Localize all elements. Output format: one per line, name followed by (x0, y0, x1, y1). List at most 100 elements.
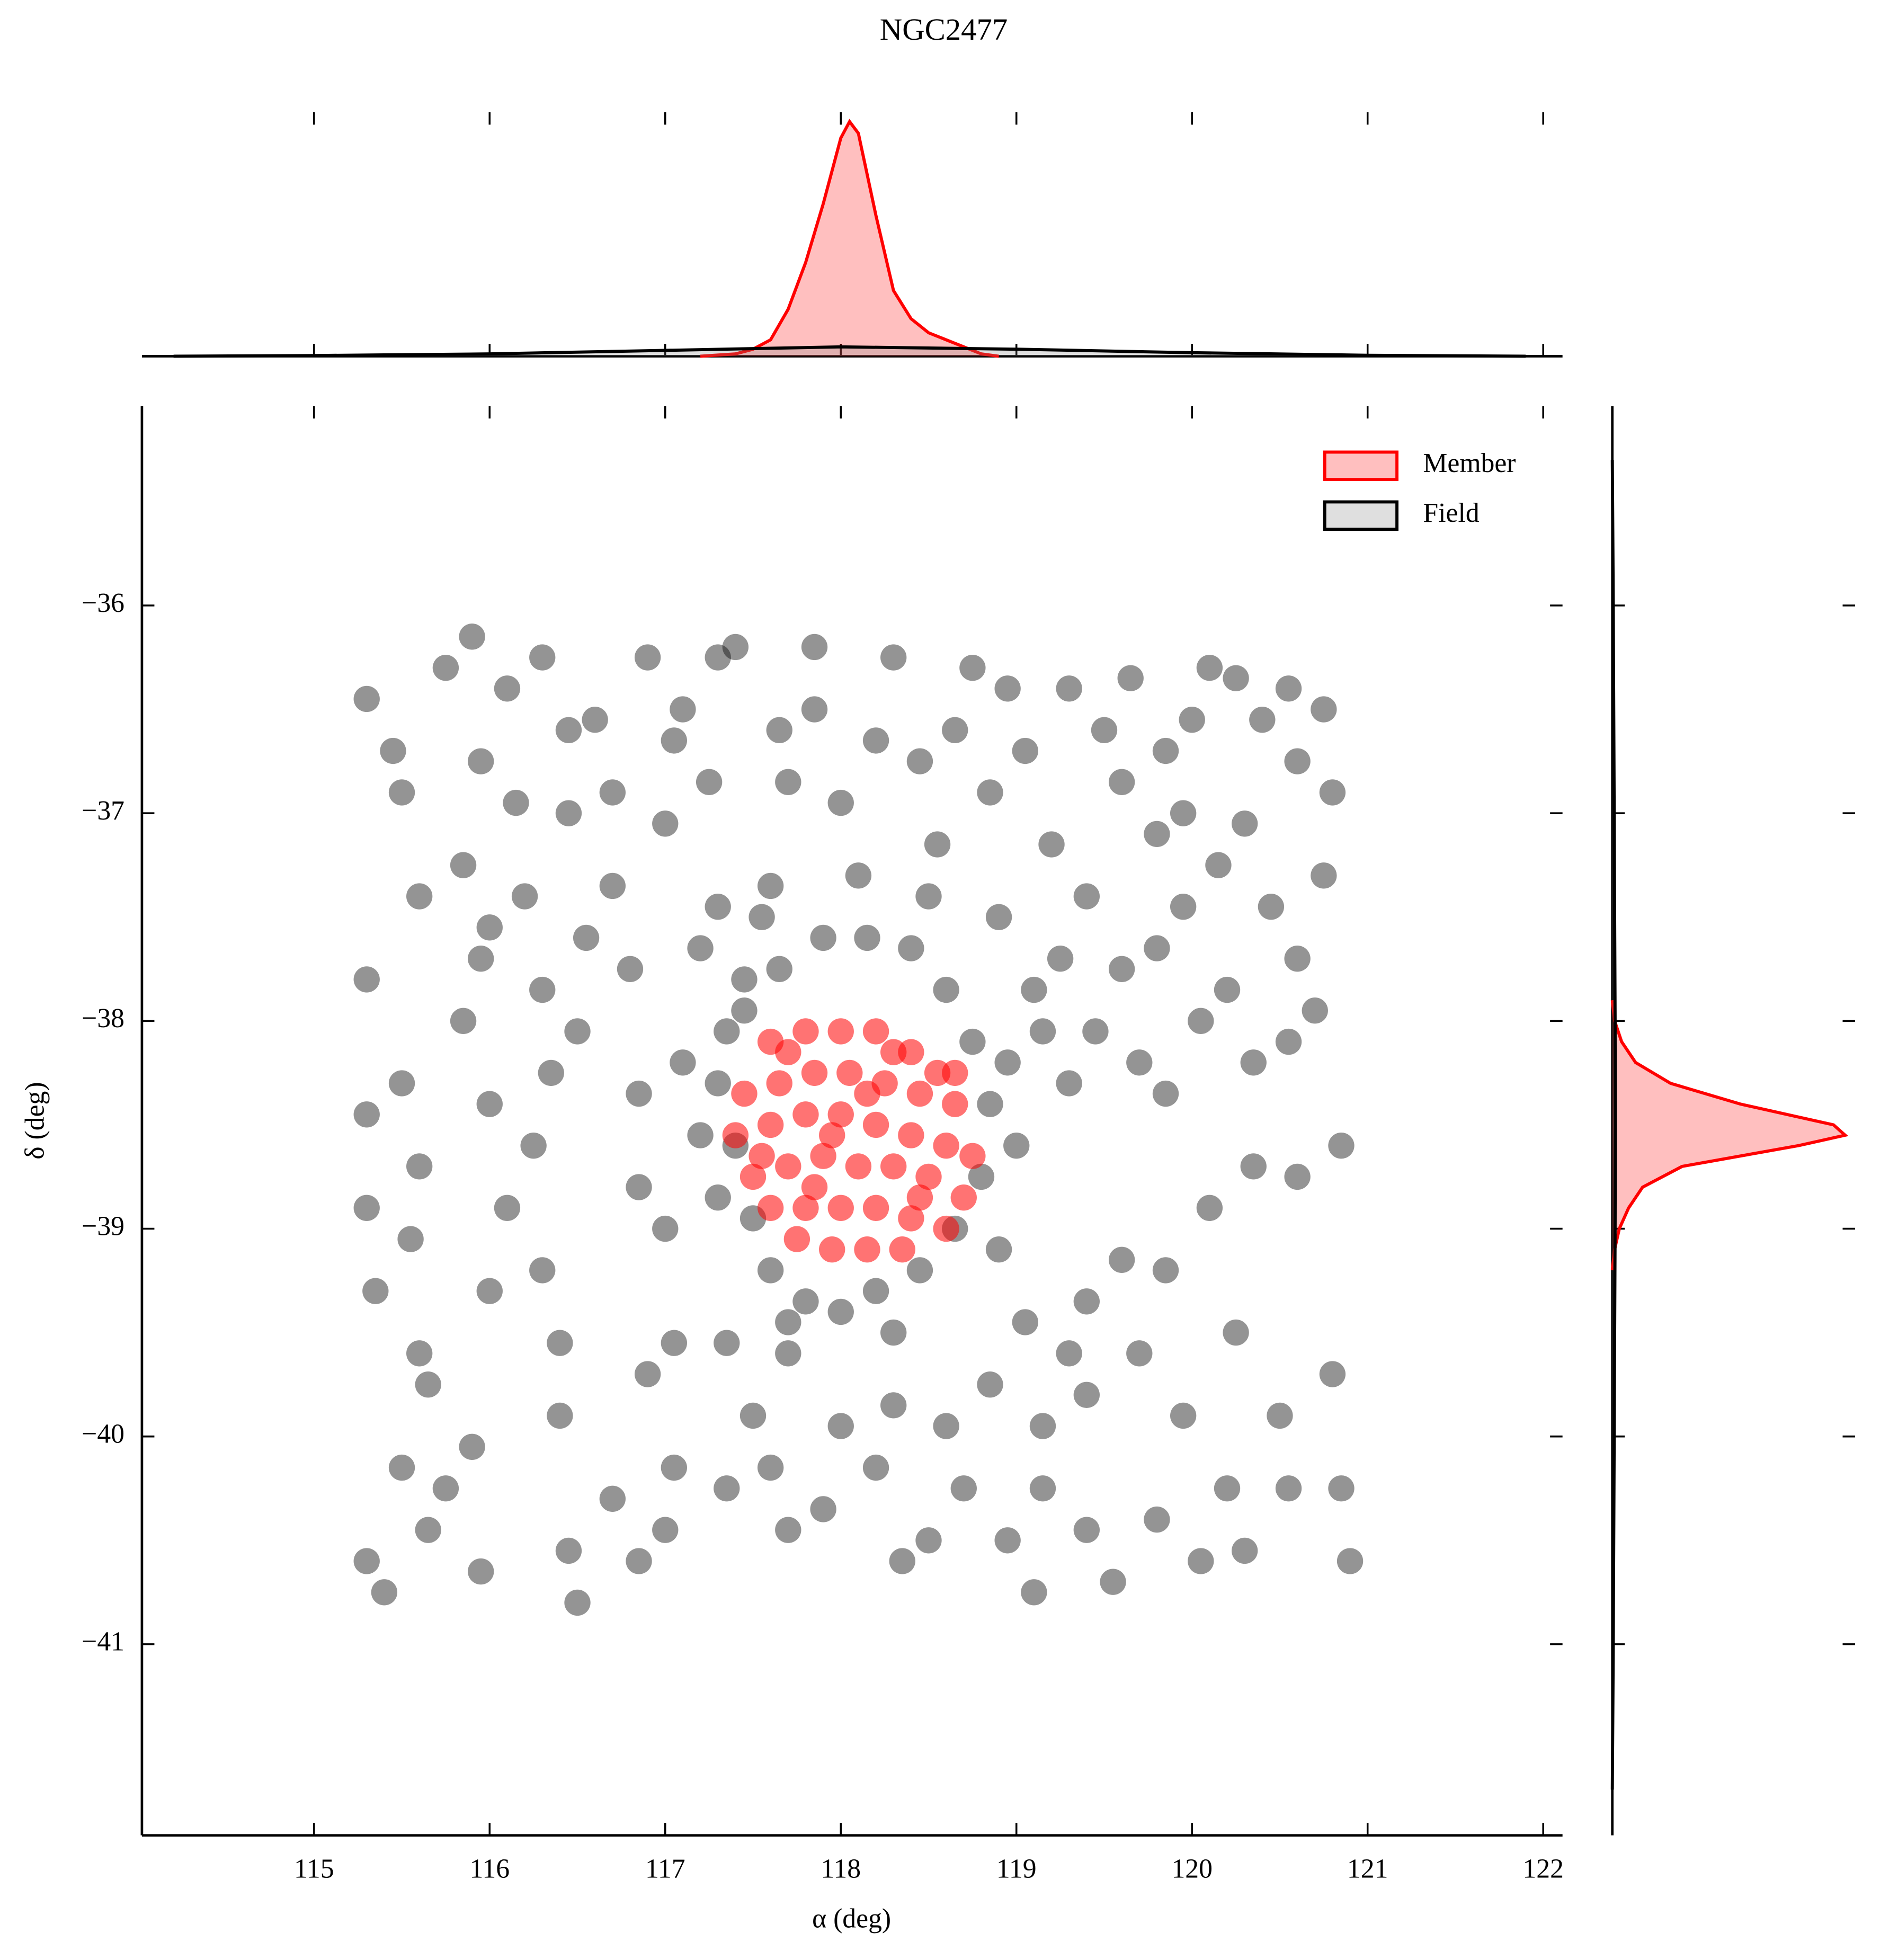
y-tick-label: −36 (82, 588, 124, 618)
scatter-point (1021, 976, 1047, 1003)
scatter-point (626, 1080, 652, 1107)
scatter-point (792, 1018, 819, 1045)
y-axis-label: δ (deg) (20, 1082, 50, 1159)
scatter-point (1275, 1028, 1302, 1055)
scatter-point (1284, 1163, 1311, 1190)
x-tick-label: 117 (645, 1854, 685, 1884)
scatter-point (898, 1122, 924, 1148)
scatter-point (775, 1517, 801, 1543)
scatter-point (714, 1475, 740, 1502)
scatter-point (1021, 1579, 1047, 1606)
scatter-point (1144, 935, 1170, 961)
scatter-point (1100, 1569, 1126, 1595)
scatter-point (775, 1309, 801, 1335)
density-line (1610, 1000, 1849, 1271)
scatter-point (766, 956, 792, 982)
scatter-point (353, 1548, 380, 1574)
scatter-point (1108, 1246, 1135, 1273)
scatter-point (468, 946, 494, 972)
scatter-point (977, 1371, 1003, 1398)
scatter-point (836, 1059, 863, 1086)
scatter-point (652, 1215, 679, 1242)
scatter-point (564, 1018, 591, 1045)
scatter-point (468, 1558, 494, 1585)
scatter-point (862, 1018, 889, 1045)
scatter-point (626, 1548, 652, 1574)
scatter-point (968, 1163, 995, 1190)
scatter-point (626, 1174, 652, 1200)
scatter-point (1126, 1049, 1153, 1076)
scatter-point (1056, 1070, 1082, 1097)
scatter-point (933, 1132, 959, 1159)
scatter-point (810, 924, 836, 951)
density-fill (1612, 1000, 1846, 1270)
scatter-point (801, 1174, 828, 1200)
scatter-point (476, 1091, 503, 1117)
x-tick-label: 119 (996, 1854, 1037, 1884)
scatter-point (705, 644, 731, 671)
scatter-point (406, 1153, 433, 1180)
scatter-point (1275, 675, 1302, 702)
scatter-point (652, 1517, 679, 1543)
scatter-point (529, 976, 556, 1003)
scatter-point (415, 1517, 441, 1543)
scatter-point (1196, 1195, 1223, 1221)
scatter-point (705, 1184, 731, 1211)
scatter-point (1029, 1413, 1056, 1439)
scatter-point (827, 1195, 854, 1221)
scatter-point (775, 1340, 801, 1367)
scatter-point (1170, 1402, 1197, 1429)
scatter-point (749, 1143, 775, 1169)
scatter-point (933, 976, 959, 1003)
scatter-point (757, 1454, 784, 1481)
scatter-point (468, 748, 494, 774)
scatter-point (1029, 1018, 1056, 1045)
scatter-point (801, 1059, 828, 1086)
scatter-point (906, 748, 933, 774)
scatter-point (827, 789, 854, 816)
scatter-point (1240, 1153, 1267, 1180)
scatter-point (827, 1101, 854, 1128)
scatter-point (1188, 1008, 1214, 1035)
x-tick-label: 122 (1522, 1854, 1564, 1884)
scatter-point (942, 1091, 968, 1117)
scatter-point (1302, 997, 1328, 1024)
scatter-point (1091, 717, 1118, 743)
scatter-point (1056, 675, 1082, 702)
scatter-point (739, 1402, 767, 1429)
scatter-point (994, 1049, 1021, 1076)
scatter-point (854, 924, 880, 951)
chart-title: NGC2477 (880, 12, 1008, 47)
scatter-point (942, 717, 968, 743)
scatter-point (353, 1101, 380, 1128)
scatter-point (862, 1195, 889, 1221)
scatter-point (845, 1153, 872, 1180)
scatter-point (1311, 862, 1337, 889)
scatter-point (397, 1226, 424, 1252)
scatter-point (1223, 665, 1249, 691)
scatter-point (1284, 946, 1311, 972)
scatter-point (652, 810, 679, 837)
legend-label: Member (1423, 448, 1516, 478)
scatter-point (1231, 1537, 1258, 1564)
scatter-point (994, 675, 1021, 702)
scatter-point (538, 1059, 564, 1086)
scatter-point (687, 1122, 714, 1148)
scatter-point (573, 924, 600, 951)
scatter-point (555, 800, 582, 826)
scatter-point (670, 1049, 696, 1076)
scatter-point (1311, 696, 1337, 723)
scatter-point (959, 1143, 986, 1169)
scatter-point (977, 1091, 1003, 1117)
scatter-point (599, 872, 626, 899)
scatter-point (862, 1111, 889, 1138)
scatter-point (862, 1454, 889, 1481)
density-line (173, 345, 1526, 358)
scatter-point (1170, 893, 1197, 920)
scatter-point (714, 1018, 740, 1045)
scatter-point (792, 1101, 819, 1128)
scatter-point (854, 1080, 880, 1107)
scatter-point (634, 1361, 661, 1387)
scatter-point (1047, 946, 1074, 972)
